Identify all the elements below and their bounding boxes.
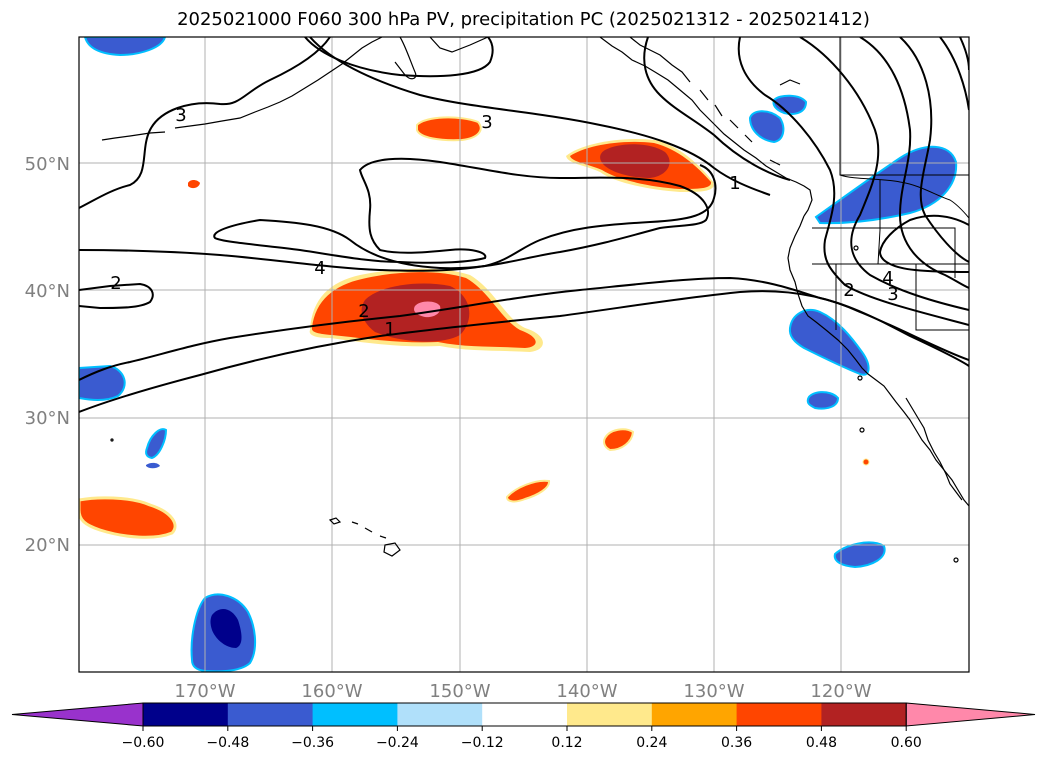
map-title: 2025021000 F060 300 hPa PV, precipitatio… <box>177 9 870 30</box>
plot-frame <box>78 36 970 673</box>
lon-label: 150°W <box>429 681 490 702</box>
lon-label: 130°W <box>683 681 744 702</box>
precip-negative-south-core <box>210 608 242 648</box>
lon-label: 170°W <box>174 681 235 702</box>
colorbar-tick-label: −0.24 <box>376 735 419 751</box>
contour-labels: 3 3 4 2 2 1 1 4 3 2 <box>110 105 898 340</box>
colorbar-segment <box>397 703 483 726</box>
colorbar-tick-label: 0.48 <box>806 735 837 751</box>
colorbar-segment <box>821 703 907 726</box>
precip-negative-pnw <box>814 145 958 225</box>
colorbar-segment <box>567 703 653 726</box>
colorbar-segment <box>312 703 398 726</box>
colorbar-segment <box>227 703 314 726</box>
precip-positive-gulf-alaska-dark <box>600 144 670 178</box>
latitude-labels: 50°N 40°N 30°N 20°N <box>25 154 70 556</box>
colorbar-tick-label: −0.36 <box>291 735 334 751</box>
colorbar-tick-label: 0.60 <box>891 735 922 751</box>
precip-negative-nw <box>83 37 167 57</box>
contour-label: 1 <box>384 319 395 340</box>
map-area: 3 3 4 2 2 1 1 4 3 2 <box>79 37 969 672</box>
colorbar: −0.60 −0.48 −0.36 −0.24 −0.12 0.12 0.24 0.36 0.4… <box>11 702 1036 751</box>
lat-label: 40°N <box>25 281 70 302</box>
contour-label: 2 <box>358 301 369 322</box>
lon-label: 160°W <box>301 681 362 702</box>
precip-negative-california <box>788 309 870 376</box>
longitude-labels: 170°W 160°W 150°W 140°W 130°W 120°W <box>174 681 871 702</box>
lon-label: 120°W <box>810 681 871 702</box>
precip-positive-aleutian <box>416 116 482 142</box>
colorbar-tick-label: 0.36 <box>721 735 752 751</box>
contour-label: 1 <box>729 173 740 194</box>
colorbar-extend-min <box>11 702 144 727</box>
colorbar-tick-label: −0.12 <box>461 735 504 751</box>
colorbar-segment <box>482 703 568 726</box>
coastlines <box>101 37 969 563</box>
colorbar-tick-label: −0.48 <box>206 735 249 751</box>
precipitation-shading <box>79 37 958 672</box>
pv-contours <box>79 37 969 413</box>
contour-label: 2 <box>110 273 121 294</box>
colorbar-tick-label: −0.60 <box>122 735 165 751</box>
precip-positive-west <box>79 496 177 539</box>
graticule <box>79 37 969 672</box>
contour-label: 2 <box>843 280 854 301</box>
lat-label: 30°N <box>25 408 70 429</box>
colorbar-frame <box>142 702 907 727</box>
lat-label: 20°N <box>25 535 70 556</box>
colorbar-extend-max <box>905 702 1036 727</box>
lon-label: 140°W <box>556 681 617 702</box>
colorbar-segment <box>143 703 229 726</box>
lat-label: 50°N <box>25 154 70 175</box>
colorbar-tick-label: 0.12 <box>551 735 582 751</box>
colorbar-tick-label: 0.24 <box>636 735 667 751</box>
contour-label: 3 <box>175 105 186 126</box>
contour-label: 3 <box>481 112 492 133</box>
contour-label: 4 <box>314 258 325 279</box>
colorbar-segment <box>736 703 822 726</box>
contour-label: 3 <box>887 284 898 305</box>
colorbar-segment <box>651 703 738 726</box>
contour-label: 4 <box>882 268 893 289</box>
